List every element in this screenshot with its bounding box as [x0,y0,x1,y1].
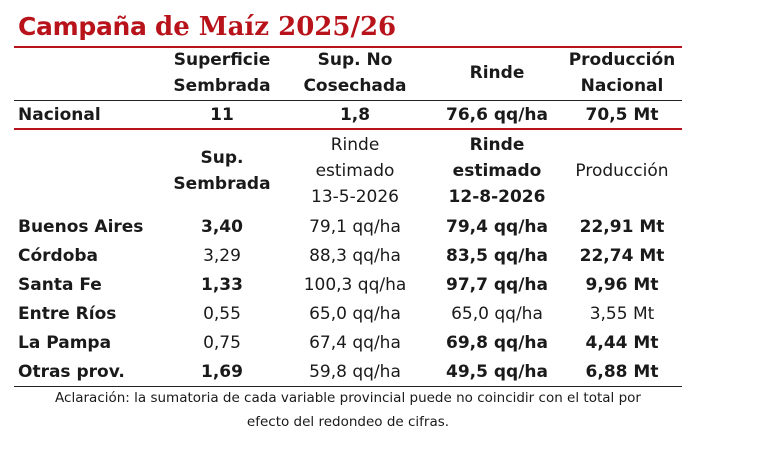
national-rinde: 76,6 qq/ha [446,105,548,125]
rule-top [14,46,682,48]
province-name: La Pampa [18,333,112,353]
province-rinde-nuevo: 49,5 qq/ha [446,362,548,382]
header-rinde-new-line2: estimado [452,161,542,181]
province-superficie: 0,75 [203,333,241,353]
header-rinde: Rinde [469,63,525,83]
header-produccion: Producción [575,161,669,181]
province-name: Buenos Aires [18,217,144,237]
header-rinde-prev-line2: estimado [315,161,395,181]
province-name: Entre Ríos [18,304,117,324]
header-no-cosechada-line2: Cosechada [303,76,407,96]
header-sup-line1: Sup. [200,148,244,168]
header-rinde-previo: Rinde estimado 13-5-2026 [286,132,424,210]
province-superficie: 1,33 [201,275,243,295]
province-name: Otras prov. [18,362,125,382]
province-rinde-previo: 59,8 qq/ha [309,362,401,382]
province-rinde-previo: 65,0 qq/ha [309,304,401,324]
province-name: Córdoba [18,246,99,266]
header-rinde-prev-line1: Rinde [330,135,380,155]
header-produccion-line1: Producción [568,50,676,70]
rule-national-bottom [14,128,682,130]
province-superficie: 0,55 [203,304,241,324]
header-rinde-new-line1: Rinde [469,135,525,155]
header-produccion-nacional: Producción Nacional [566,47,678,99]
province-rinde-previo: 67,4 qq/ha [309,333,401,353]
page-title: Campaña de Maíz 2025/26 [18,8,396,46]
province-rinde-nuevo: 65,0 qq/ha [451,304,543,324]
province-produccion: 22,74 Mt [579,246,665,266]
province-produccion: 3,55 Mt [589,304,655,324]
header-no-cosechada-line1: Sup. No [317,50,393,70]
province-rinde-previo: 79,1 qq/ha [309,217,401,237]
title-part-maiz: de Maíz 2025/26 [155,12,397,42]
national-no-cosechada: 1,8 [339,105,371,125]
national-superficie: 11 [210,105,234,125]
header-sup-sembrada: Sup. Sembrada [168,145,276,197]
header-sup-line2: Sembrada [173,174,271,194]
header-superficie-line2: Sembrada [173,76,271,96]
province-produccion: 9,96 Mt [585,275,659,295]
footnote-line2: efecto del redondeo de cifras. [246,414,450,430]
title-part-campana: Campaña [18,12,156,41]
province-name: Santa Fe [18,275,102,295]
province-rinde-previo: 88,3 qq/ha [309,246,401,266]
rule-national-top [14,100,682,101]
province-rinde-nuevo: 69,8 qq/ha [446,333,548,353]
rule-bottom [14,386,682,387]
province-rinde-previo: 100,3 qq/ha [303,275,407,295]
province-superficie: 1,69 [201,362,243,382]
header-superficie-sembrada: Superficie Sembrada [168,47,276,99]
header-rinde-prev-line3: 13-5-2026 [311,187,399,207]
header-rinde-nuevo: Rinde estimado 12-8-2026 [432,132,562,210]
header-no-cosechada: Sup. No Cosechada [286,47,424,99]
national-label: Nacional [18,105,101,125]
province-produccion: 6,88 Mt [585,362,659,382]
province-rinde-nuevo: 83,5 qq/ha [446,246,548,266]
header-superficie-line1: Superficie [173,50,271,70]
header-produccion-line2: Nacional [580,76,664,96]
footnote-line1: Aclaración: la sumatoria de cada variabl… [55,390,641,406]
province-rinde-nuevo: 97,7 qq/ha [446,275,548,295]
header-rinde-new-line3: 12-8-2026 [448,187,546,207]
province-superficie: 3,40 [201,217,243,237]
province-superficie: 3,29 [203,246,241,266]
national-produccion: 70,5 Mt [585,105,659,125]
province-rinde-nuevo: 79,4 qq/ha [446,217,548,237]
province-produccion: 4,44 Mt [585,333,659,353]
province-produccion: 22,91 Mt [579,217,665,237]
